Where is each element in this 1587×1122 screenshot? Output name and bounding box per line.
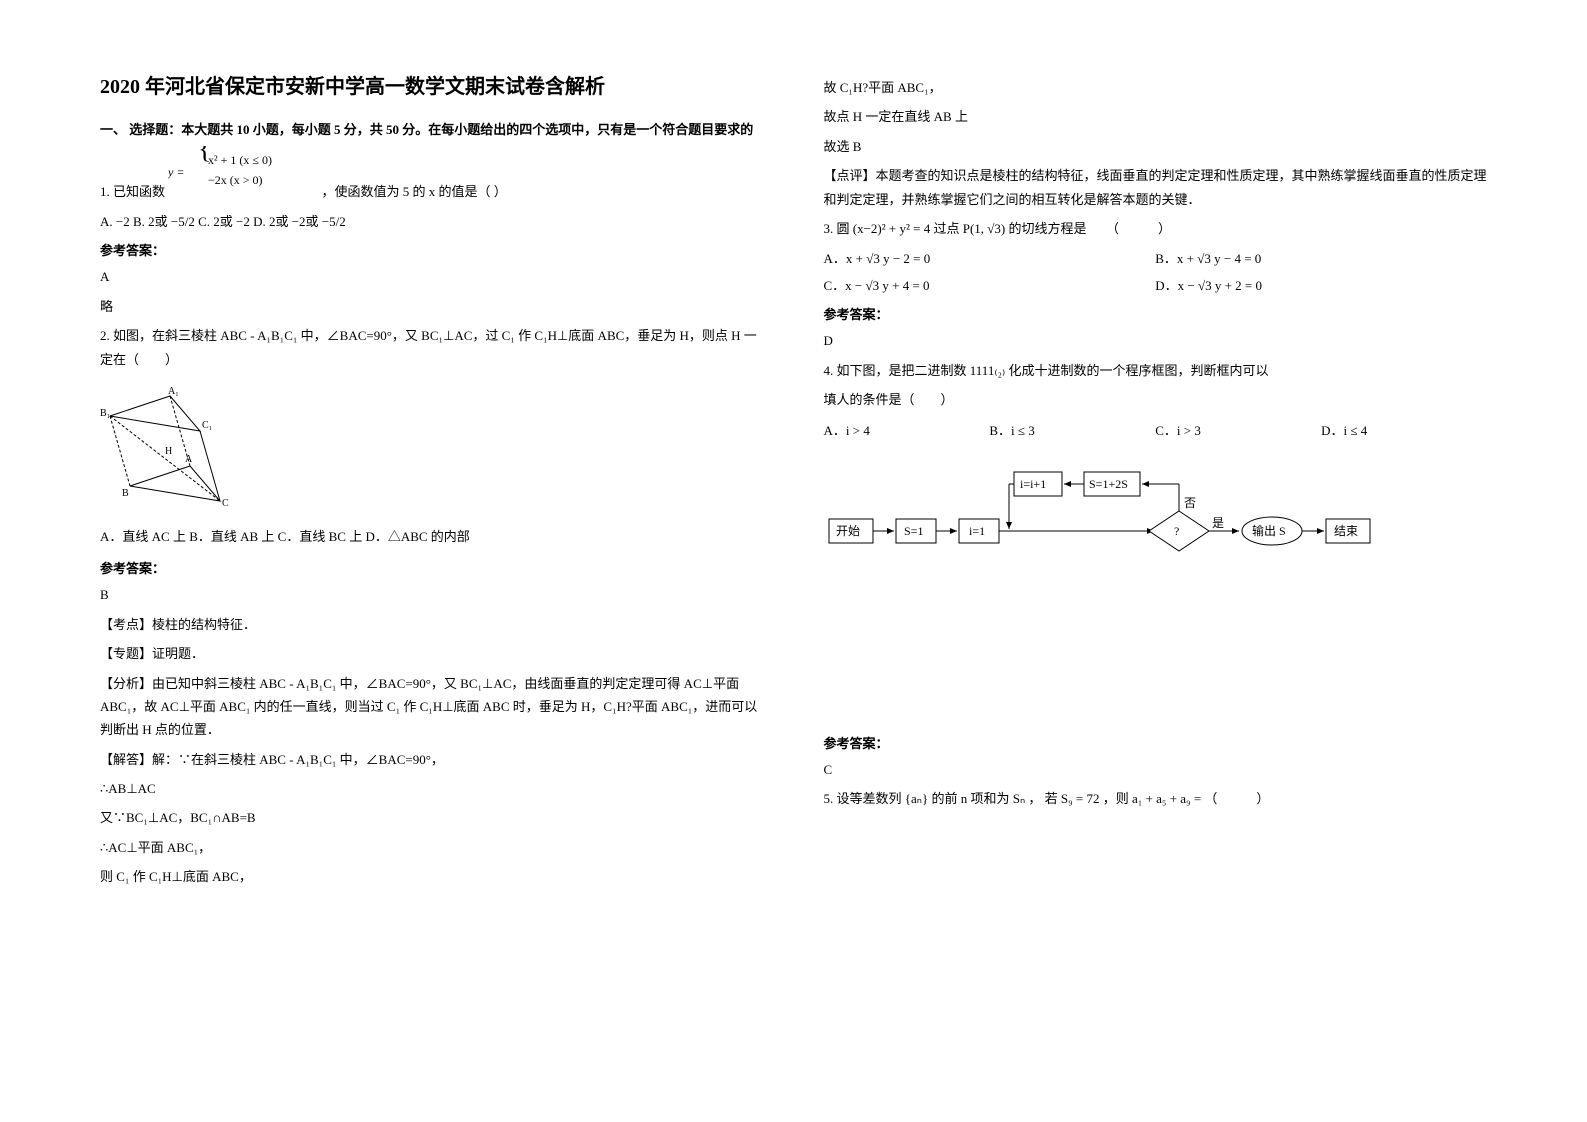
q5-prefix: 5. 设等差数列	[824, 791, 902, 806]
q3-row2: C．x − √3 y + 4 = 0 D．x − √3 y + 2 = 0	[824, 275, 1488, 294]
q2-stem: 2. 如图，在斜三棱柱 ABC - A₁B₁C₁ 中，∠BAC=90°，又 BC…	[100, 324, 764, 371]
q4-optC: C．i > 3	[1155, 420, 1321, 439]
q4-flowchart: 开始 S=1 i=1 ? 是 输出 S	[824, 459, 1488, 583]
q2-solve4: ∴AC⊥平面 ABC₁，	[100, 836, 764, 859]
q4-stem1: 4. 如下图，是把二进制数 1111₍₂₎ 化成十进制数的一个程序框图，判断框内…	[824, 359, 1488, 382]
flow-s1: S=1	[904, 524, 923, 538]
prism-svg: B₁ A₁ C₁ B A C H	[100, 386, 250, 506]
q3-formula: (x−2)² + y² = 4	[853, 221, 930, 236]
q5-mid3: ，则	[1103, 791, 1129, 806]
q5-mid2: ， 若	[1028, 791, 1057, 806]
svg-text:A₁: A₁	[168, 386, 179, 397]
q2-solve1: 【解答】解：∵在斜三棱柱 ABC - A₁B₁C₁ 中，∠BAC=90°，	[100, 748, 764, 771]
q2-right1: 故 C₁H?平面 ABC₁，	[824, 76, 1488, 99]
q2-right3: 故选 B	[824, 135, 1488, 158]
flowchart-svg: 开始 S=1 i=1 ? 是 输出 S	[824, 459, 1384, 579]
q2-diagram: B₁ A₁ C₁ B A C H	[100, 386, 764, 510]
flow-cond: ?	[1174, 524, 1179, 538]
svg-text:C₁: C₁	[202, 420, 212, 431]
q3-optA: A．x + √3 y − 2 = 0	[824, 248, 1156, 267]
q3-optB: B．x + √3 y − 4 = 0	[1155, 248, 1487, 267]
q1-suffix: ，使函数值为 5 的 x 的值是（ ）	[322, 184, 507, 199]
q5-mid1: 的前 n 项和为	[931, 791, 1009, 806]
svg-text:H: H	[165, 446, 172, 457]
q3-stem: 3. 圆 (x−2)² + y² = 4 过点 P(1, √3) 的切线方程是 …	[824, 217, 1488, 240]
flow-yes: 是	[1212, 516, 1224, 530]
q5-expr: a₁ + a₅ + a₉ =	[1132, 791, 1201, 806]
q2-comment: 【点评】本题考查的知识点是棱柱的结构特征，线面垂直的判定定理和性质定理，其中熟练…	[824, 164, 1488, 211]
q3-optD: D．x − √3 y + 2 = 0	[1155, 275, 1487, 294]
flow-output: 输出 S	[1252, 523, 1286, 538]
q2-analysis: 【分析】由已知中斜三棱柱 ABC - A₁B₁C₁ 中，∠BAC=90°，又 B…	[100, 672, 764, 742]
q4-answer-label: 参考答案：	[824, 733, 1488, 752]
piecewise-svg: y = { x² + 1 (x ≤ 0) −2x (x > 0)	[168, 146, 318, 196]
flow-i1: i=1	[969, 524, 985, 538]
q5-sn: Sₙ	[1013, 791, 1025, 806]
q2-answer-label: 参考答案：	[100, 558, 764, 577]
q3-optC: C．x − √3 y + 4 = 0	[824, 275, 1156, 294]
q4-optA: A．i > 4	[824, 420, 990, 439]
q4-num: 1111₍₂₎	[970, 363, 1005, 378]
q4-answer: C	[824, 758, 1488, 781]
q2-options: A．直线 AC 上 B．直线 AB 上 C．直线 BC 上 D．△ABC 的内部	[100, 525, 764, 548]
q3-suffix: 的切线方程是 （ ）	[1009, 221, 1172, 236]
q2-solve3: 又∵BC₁⊥AC，BC₁∩AB=B	[100, 806, 764, 829]
q3-answer: D	[824, 329, 1488, 352]
q2-solve5: 则 C₁ 作 C₁H⊥底面 ABC，	[100, 865, 764, 888]
spacer	[824, 603, 1488, 723]
svg-text:A: A	[185, 454, 193, 465]
exam-title: 2020 年河北省保定市安新中学高一数学文期末试卷含解析	[100, 70, 764, 99]
q2-answer: B	[100, 583, 764, 606]
exam-page: 2020 年河北省保定市安新中学高一数学文期末试卷含解析 一、 选择题：本大题共…	[100, 70, 1487, 895]
svg-text:−2x (x > 0): −2x (x > 0)	[208, 173, 263, 187]
q1-answer-label: 参考答案：	[100, 240, 764, 259]
flow-start: 开始	[836, 524, 860, 538]
left-column: 2020 年河北省保定市安新中学高一数学文期末试卷含解析 一、 选择题：本大题共…	[100, 70, 764, 895]
q4-stem2: 填人的条件是（ ）	[824, 388, 1488, 411]
q2-solve2: ∴AB⊥AC	[100, 777, 764, 800]
q1-prefix: 1. 已知函数	[100, 184, 165, 199]
flow-update-s: S=1+2S	[1089, 477, 1128, 491]
q2-topic: 【专题】证明题．	[100, 642, 764, 665]
svg-text:B: B	[122, 488, 129, 499]
q1-options: A. −2 B. 2或 −5/2 C. 2或 −2 D. 2或 −2或 −5/2	[100, 211, 764, 230]
q4-suffix: 化成十进制数的一个程序框图，判断框内可以	[1009, 363, 1269, 378]
q1-answer: A	[100, 265, 764, 288]
q4-optB: B．i ≤ 3	[989, 420, 1155, 439]
q3-row1: A．x + √3 y − 2 = 0 B．x + √3 y − 4 = 0	[824, 248, 1488, 267]
q3-mid: 过点	[933, 221, 959, 236]
right-column: 故 C₁H?平面 ABC₁， 故点 H 一定在直线 AB 上 故选 B 【点评】…	[824, 70, 1488, 895]
q5-stem: 5. 设等差数列 {aₙ} 的前 n 项和为 Sₙ ， 若 S₉ = 72 ，则…	[824, 787, 1488, 810]
q2-right2: 故点 H 一定在直线 AB 上	[824, 105, 1488, 128]
q1-formula: y = { x² + 1 (x ≤ 0) −2x (x > 0)	[168, 184, 321, 199]
svg-text:B₁: B₁	[100, 408, 110, 419]
q4-prefix: 4. 如下图，是把二进制数	[824, 363, 967, 378]
q4-opts: A．i > 4 B．i ≤ 3 C．i > 3 D．i ≤ 4	[824, 420, 1488, 439]
svg-text:x² + 1 (x ≤ 0): x² + 1 (x ≤ 0)	[208, 153, 272, 167]
q4-optD: D．i ≤ 4	[1321, 420, 1487, 439]
section-header: 一、 选择题：本大题共 10 小题，每小题 5 分，共 50 分。在每小题给出的…	[100, 119, 764, 138]
q5-suffix: （ ）	[1204, 791, 1269, 806]
q5-cond: S₉ = 72	[1061, 791, 1100, 806]
q5-seq: {aₙ}	[905, 791, 928, 806]
q1-note: 略	[100, 295, 764, 318]
q3-point: P(1, √3)	[963, 221, 1006, 236]
q3-prefix: 3. 圆	[824, 221, 850, 236]
flow-end: 结束	[1334, 524, 1358, 538]
flow-no: 否	[1184, 496, 1196, 510]
svg-text:C: C	[222, 498, 229, 506]
q1-stem: 1. 已知函数 y = { x² + 1 (x ≤ 0) −2x (x > 0)…	[100, 146, 764, 203]
q2-exam-point: 【考点】棱柱的结构特征．	[100, 613, 764, 636]
svg-text:y =: y =	[168, 165, 184, 179]
q3-answer-label: 参考答案：	[824, 304, 1488, 323]
flow-update-i: i=i+1	[1020, 477, 1046, 491]
